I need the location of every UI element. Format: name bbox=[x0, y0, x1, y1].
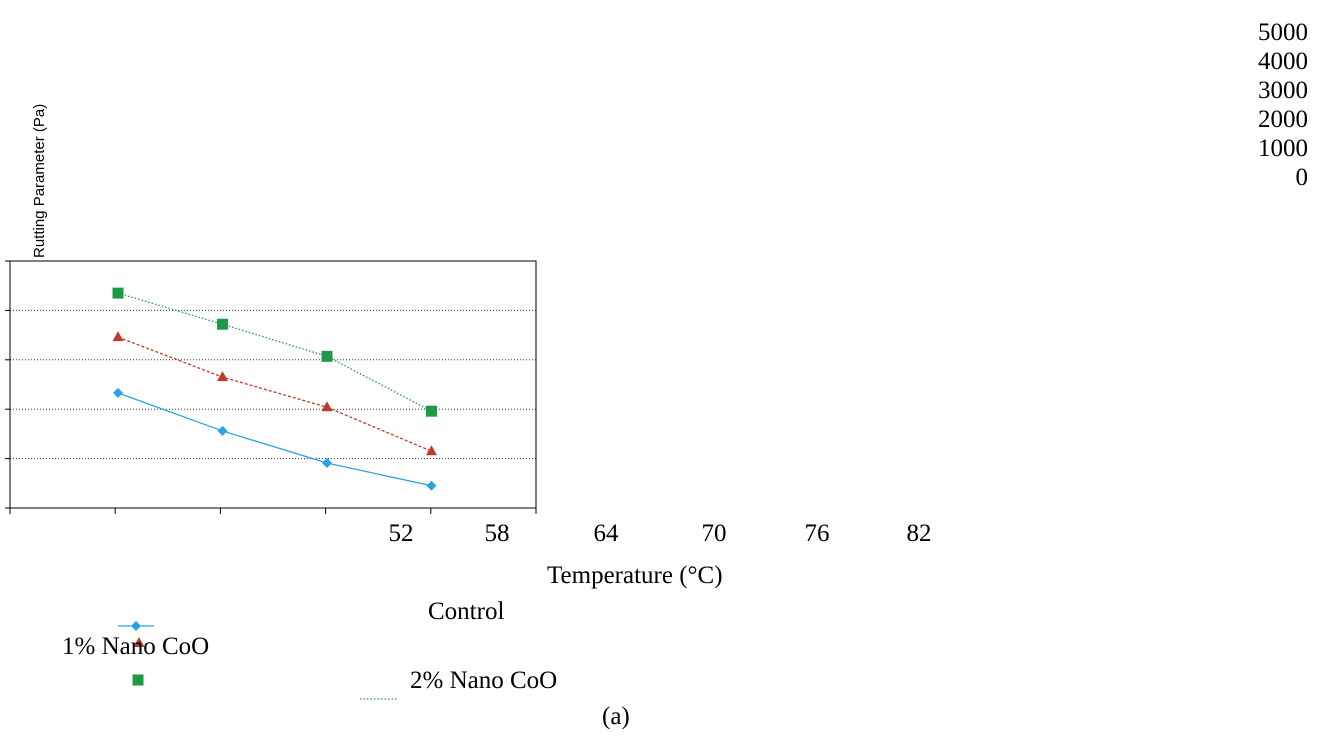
y-tick-label: 0 bbox=[1295, 164, 1309, 191]
data-point bbox=[112, 331, 124, 342]
y-tick-label: 3000 bbox=[1258, 77, 1308, 104]
legend-swatch-marker bbox=[131, 621, 141, 631]
data-point bbox=[217, 425, 228, 436]
legend-label-1pct: 1% Nano CoO bbox=[62, 633, 210, 660]
x-tick-label: 82 bbox=[906, 520, 932, 547]
x-tick-label: 76 bbox=[804, 520, 830, 547]
y-tick-label: 4000 bbox=[1258, 48, 1308, 75]
legend-markers bbox=[118, 621, 397, 700]
x-tick-label: 52 bbox=[388, 520, 414, 547]
data-point bbox=[321, 350, 333, 362]
x-tick-label: 70 bbox=[701, 520, 727, 547]
data-point bbox=[426, 480, 437, 491]
y-tick-label: 5000 bbox=[1258, 19, 1308, 46]
data-point bbox=[113, 387, 123, 398]
axes bbox=[5, 260, 537, 514]
x-tick-label: 64 bbox=[593, 520, 619, 547]
series-lines bbox=[112, 287, 437, 491]
figure-caption: (a) bbox=[602, 703, 630, 730]
series-line bbox=[117, 392, 432, 487]
y-tick-label: 1000 bbox=[1258, 135, 1308, 162]
x-tick-label: 58 bbox=[484, 520, 510, 547]
legend-label-control: Control bbox=[428, 598, 505, 625]
data-point bbox=[426, 445, 437, 456]
series-line bbox=[117, 292, 432, 412]
data-point bbox=[112, 287, 124, 299]
series-line bbox=[117, 336, 432, 452]
legend-swatch-marker bbox=[132, 674, 144, 686]
plot-area-frame bbox=[9, 260, 537, 509]
data-point bbox=[217, 371, 228, 382]
gridlines bbox=[10, 309, 536, 460]
data-point bbox=[321, 401, 333, 412]
legend-label-2pct: 2% Nano CoO bbox=[410, 667, 558, 694]
data-point bbox=[217, 318, 228, 330]
data-point bbox=[322, 458, 332, 469]
legend-swatch-marker bbox=[133, 637, 145, 647]
y-tick-label: 2000 bbox=[1258, 106, 1308, 133]
x-axis-label: Temperature (°C) bbox=[547, 562, 723, 589]
data-point bbox=[426, 405, 437, 417]
